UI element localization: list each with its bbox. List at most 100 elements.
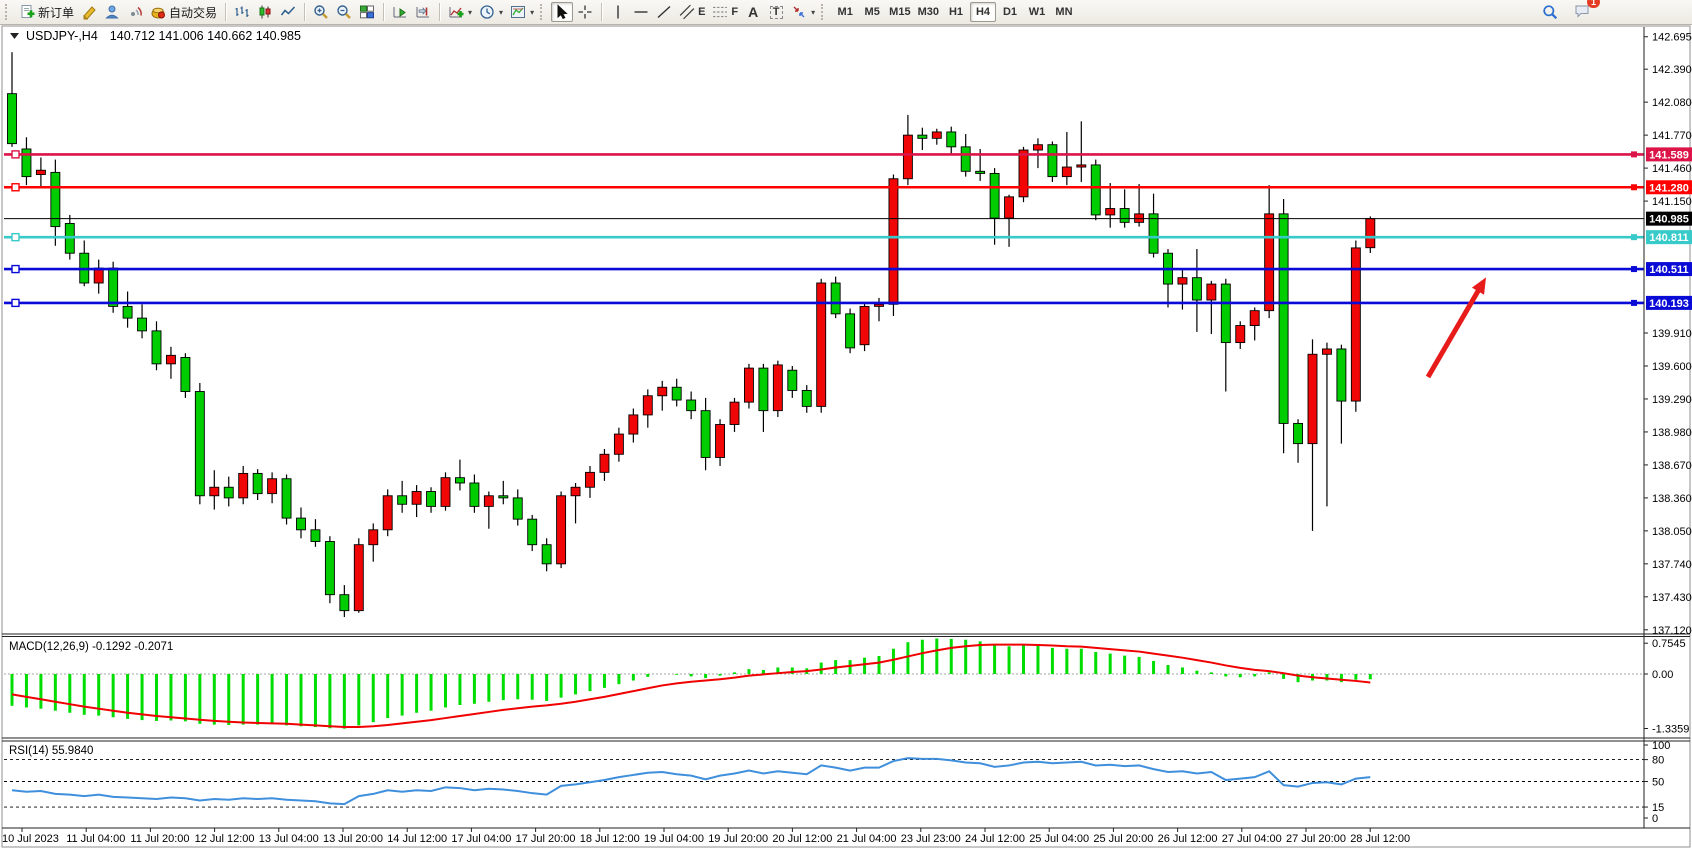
bear-candle[interactable]	[397, 495, 408, 505]
bull-candle[interactable]	[859, 305, 870, 346]
toolbar-drag-handle[interactable]	[540, 4, 547, 20]
bear-candle[interactable]	[310, 529, 321, 542]
bear-candle[interactable]	[830, 282, 841, 315]
bull-candle[interactable]	[1321, 348, 1332, 355]
periods-button[interactable]	[476, 2, 506, 22]
bear-candle[interactable]	[787, 369, 798, 391]
bear-candle[interactable]	[426, 491, 436, 507]
bull-candle[interactable]	[1350, 247, 1361, 402]
bull-candle[interactable]	[1235, 325, 1246, 344]
timeframe-H4[interactable]: H4	[969, 2, 996, 22]
hline-140.511-badge[interactable]	[1646, 262, 1692, 277]
chart-shift-button[interactable]	[412, 2, 434, 22]
bear-candle[interactable]	[671, 386, 682, 401]
bear-candle[interactable]	[845, 313, 856, 349]
bear-candle[interactable]	[541, 544, 552, 565]
bull-candle[interactable]	[642, 395, 653, 416]
indicators-button[interactable]	[445, 2, 475, 22]
timeframe-W1[interactable]: W1	[1024, 2, 1050, 22]
hline-141.589-handle[interactable]	[1631, 151, 1637, 158]
bull-candle[interactable]	[715, 424, 725, 458]
bear-candle[interactable]	[252, 472, 263, 495]
bear-candle[interactable]	[281, 478, 292, 519]
hline-141.589-handle[interactable]	[11, 150, 20, 159]
bear-candle[interactable]	[512, 497, 523, 520]
cursor-tool-button[interactable]	[551, 2, 574, 22]
bar-chart-button[interactable]	[231, 2, 253, 22]
bear-candle[interactable]	[946, 131, 957, 148]
bull-candle[interactable]	[411, 491, 422, 505]
notification-badge[interactable]: 1	[1586, 0, 1600, 8]
bear-candle[interactable]	[108, 267, 119, 307]
toolbar-drag-handle[interactable]	[5, 4, 12, 20]
bull-candle[interactable]	[902, 134, 913, 180]
bear-candle[interactable]	[1148, 213, 1159, 254]
bull-candle[interactable]	[931, 131, 942, 139]
annotation-arrow-head[interactable]	[1471, 277, 1487, 295]
timeframe-MN[interactable]: MN	[1051, 2, 1077, 22]
bear-candle[interactable]	[801, 389, 812, 407]
market-button[interactable]	[78, 2, 100, 22]
bear-candle[interactable]	[1336, 348, 1347, 402]
bull-candle[interactable]	[1076, 164, 1087, 168]
bear-candle[interactable]	[151, 330, 162, 365]
bull-candle[interactable]	[1249, 310, 1260, 327]
community-button[interactable]	[101, 2, 123, 22]
timeframe-M30[interactable]: M30	[915, 2, 942, 22]
time-axis[interactable]: 10 Jul 2023 11 Jul 04:00 11 Jul 20:00 12 Ju…	[2, 828, 1410, 845]
bull-candle[interactable]	[599, 453, 610, 473]
one-click-trading-marker[interactable]	[10, 33, 19, 39]
bull-candle[interactable]	[238, 472, 249, 499]
auto-scroll-button[interactable]	[389, 2, 411, 22]
bear-candle[interactable]	[1119, 208, 1130, 223]
timeframe-M5[interactable]: M5	[859, 2, 885, 22]
bull-candle[interactable]	[353, 544, 364, 612]
bear-candle[interactable]	[917, 134, 928, 139]
bull-candle[interactable]	[209, 486, 220, 497]
bull-candle[interactable]	[1134, 213, 1145, 223]
tile-windows-button[interactable]	[356, 2, 378, 22]
bull-candle[interactable]	[35, 169, 46, 175]
timeframe-M15[interactable]: M15	[886, 2, 913, 22]
chart-area[interactable]: 141.589 141.280 140.811 140.511 140.193 140.9…	[0, 25, 1692, 850]
bear-candle[interactable]	[1293, 422, 1304, 445]
bear-candle[interactable]	[975, 170, 986, 174]
bear-candle[interactable]	[324, 541, 335, 596]
timeframe-D1[interactable]: D1	[997, 2, 1023, 22]
horizontal-line-tool-button[interactable]	[630, 2, 652, 22]
bull-candle[interactable]	[1061, 166, 1072, 178]
hline-140.811-handle[interactable]	[11, 232, 20, 242]
annotation-arrow[interactable]	[1425, 277, 1487, 379]
bear-candle[interactable]	[21, 148, 32, 178]
vertical-line-tool-button[interactable]	[607, 2, 629, 22]
bear-candle[interactable]	[223, 486, 234, 499]
bull-candle[interactable]	[613, 433, 624, 455]
text-tool-button[interactable]: A	[742, 2, 764, 22]
bear-candle[interactable]	[50, 171, 61, 228]
bear-candle[interactable]	[989, 172, 1000, 219]
price-axis[interactable]: 142.695 142.390 142.080 141.770 141.460 141.1…	[1644, 32, 1692, 825]
bear-candle[interactable]	[194, 391, 205, 497]
bull-candle[interactable]	[744, 367, 754, 403]
bull-candle[interactable]	[483, 495, 494, 507]
bear-candle[interactable]	[469, 482, 480, 507]
bear-candle[interactable]	[1090, 164, 1101, 216]
arrows-tool-button[interactable]	[788, 2, 818, 22]
bear-candle[interactable]	[1191, 277, 1202, 301]
bull-candle[interactable]	[1307, 353, 1318, 445]
bull-candle[interactable]	[628, 414, 639, 435]
bull-candle[interactable]	[585, 471, 595, 488]
bull-candle[interactable]	[556, 495, 567, 565]
bull-candle[interactable]	[570, 486, 581, 497]
bear-candle[interactable]	[296, 517, 306, 531]
bear-candle[interactable]	[1278, 213, 1289, 424]
bull-candle[interactable]	[382, 495, 393, 531]
bull-candle[interactable]	[165, 354, 176, 365]
hline-141.280-handle[interactable]	[1631, 184, 1637, 191]
bear-candle[interactable]	[1047, 144, 1058, 178]
hline-140.193-badge[interactable]	[1646, 295, 1692, 310]
hline-141.589-badge[interactable]	[1646, 147, 1692, 162]
new-order-button[interactable]: 新订单	[16, 2, 77, 22]
hline-140.811-handle[interactable]	[1631, 234, 1637, 241]
bull-candle[interactable]	[1365, 218, 1376, 249]
